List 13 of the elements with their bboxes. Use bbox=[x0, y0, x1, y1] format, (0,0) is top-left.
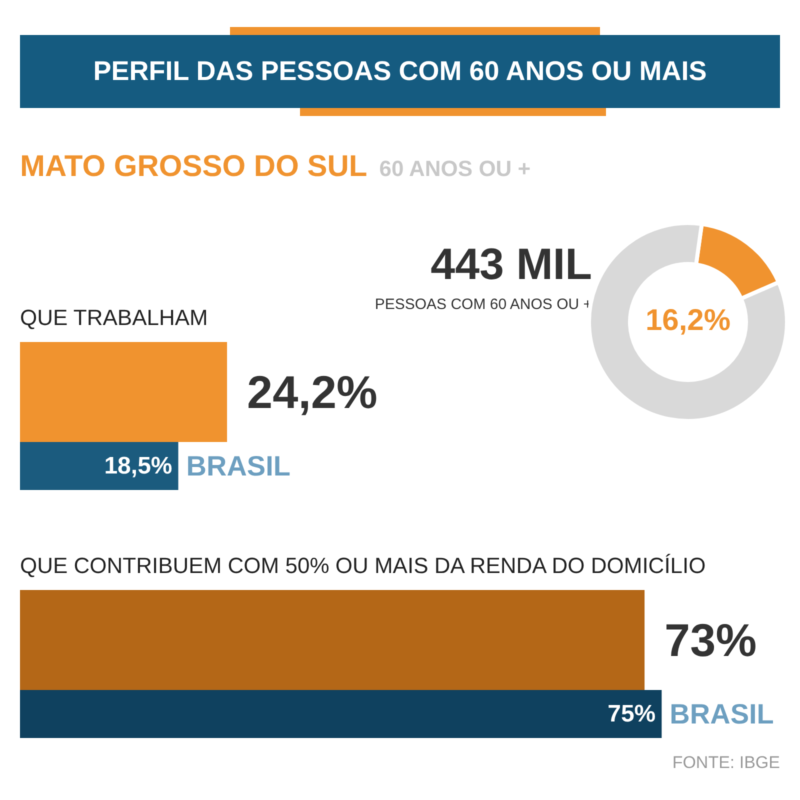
text: 443 MIL bbox=[430, 240, 592, 290]
text: MATO GROSSO DO SUL bbox=[20, 150, 368, 183]
chart-title: QUE TRABALHAM bbox=[20, 305, 208, 330]
chart-title: PERFIL DAS PESSOAS COM 60 ANOS OU MAIS bbox=[20, 35, 780, 108]
data-label: 24,2% bbox=[247, 366, 378, 418]
chart-title: QUE CONTRIBUEM COM 50% OU MAIS DA RENDA DO DOMICÍLIO bbox=[20, 553, 707, 580]
source-note: FONTE: IBGE bbox=[672, 753, 780, 773]
data-label: 16,2% bbox=[645, 304, 731, 337]
series-label: BRASIL bbox=[186, 450, 291, 482]
series-label: BRASIL bbox=[670, 698, 774, 730]
data-label: 75% bbox=[608, 700, 656, 728]
data-label: 73% bbox=[664, 614, 757, 666]
data-label: 18,5% bbox=[104, 452, 172, 480]
